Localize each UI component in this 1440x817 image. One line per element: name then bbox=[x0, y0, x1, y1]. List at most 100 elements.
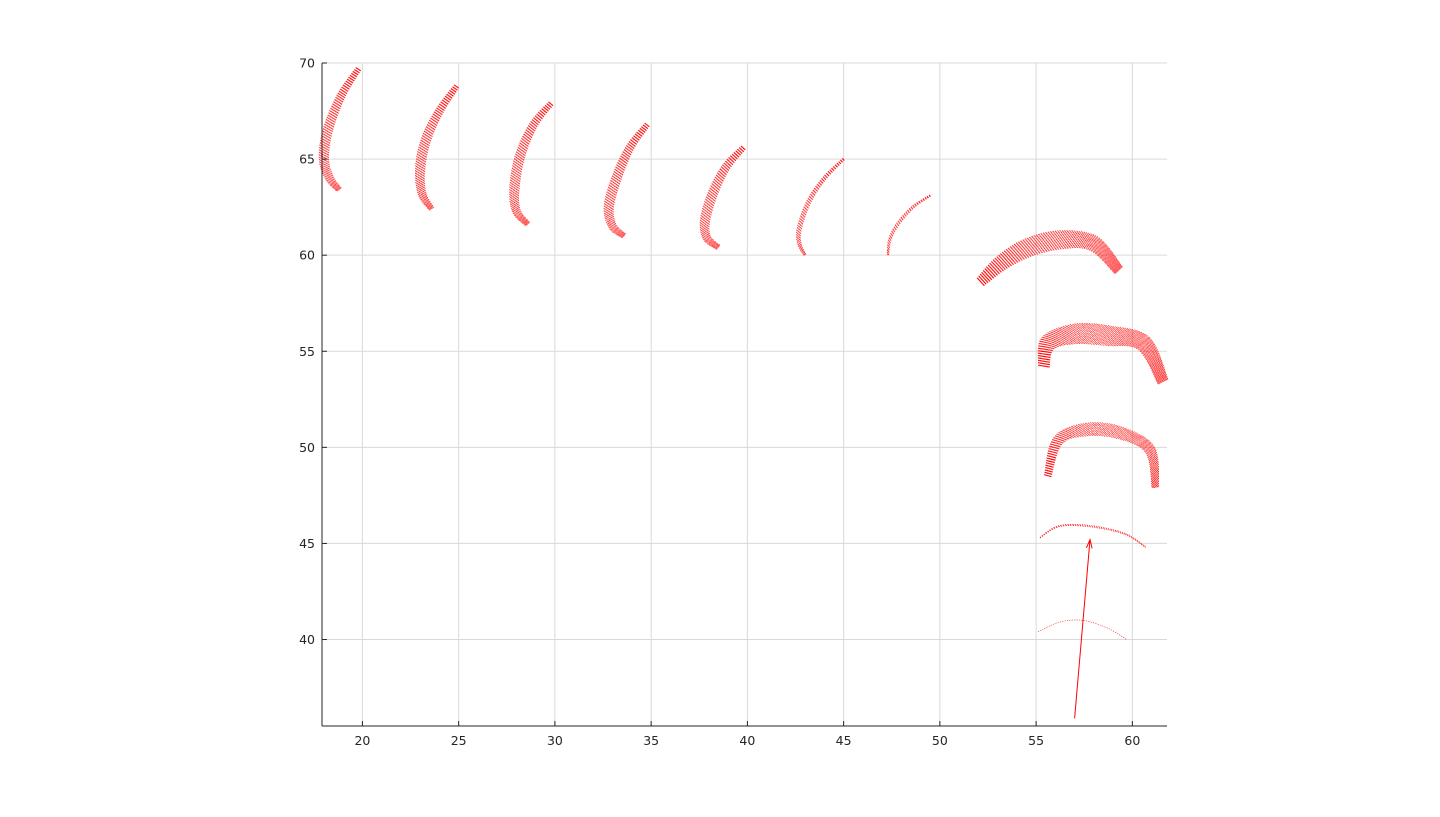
wavefront-ray bbox=[979, 238, 1120, 282]
wavefront-ray bbox=[1050, 434, 1153, 489]
wavefront-ray bbox=[515, 103, 553, 224]
y-tick-label: 50 bbox=[299, 440, 315, 455]
wavefront-ray bbox=[703, 146, 744, 249]
arrow-shaft bbox=[1074, 539, 1091, 719]
x-tick-label: 50 bbox=[932, 733, 948, 748]
wavefront-ray bbox=[983, 246, 1116, 286]
wavefront-ray bbox=[1041, 329, 1166, 382]
wavefront-ray bbox=[1046, 427, 1157, 488]
wavefront-ray bbox=[1044, 423, 1159, 488]
wavefront-ray bbox=[419, 85, 457, 210]
wavefront-10 bbox=[1044, 422, 1160, 489]
wavefront-ray bbox=[605, 123, 647, 238]
wavefront-ray bbox=[1044, 334, 1163, 383]
wavefront-ray bbox=[320, 67, 358, 192]
wavefront-ray bbox=[608, 124, 648, 237]
wavefront-ray bbox=[1040, 328, 1166, 381]
wavefront-ray bbox=[514, 103, 552, 225]
wavefront-ray bbox=[514, 103, 552, 225]
wavefront-ray bbox=[981, 241, 1119, 284]
wavefront-ray bbox=[1048, 431, 1155, 488]
y-tick-label: 40 bbox=[299, 632, 315, 647]
wavefront-ray bbox=[708, 149, 746, 246]
x-tick-label: 25 bbox=[451, 733, 467, 748]
wavefront-ray bbox=[978, 235, 1121, 281]
wavefront-ray bbox=[1047, 429, 1156, 488]
wavefront-ray bbox=[417, 85, 456, 210]
wavefront-ray bbox=[798, 158, 844, 256]
wavefront-ray bbox=[888, 196, 931, 256]
wavefront-ray bbox=[517, 104, 553, 224]
y-tick-label: 65 bbox=[299, 152, 315, 167]
wavefront-ray bbox=[1040, 327, 1167, 381]
wavefront-5 bbox=[699, 145, 746, 250]
wavefront-ray bbox=[796, 158, 843, 256]
arrow-head bbox=[1085, 538, 1093, 549]
wavefront-6 bbox=[796, 158, 845, 256]
x-tick-label: 55 bbox=[1028, 733, 1044, 748]
wavefront-ray bbox=[1044, 422, 1160, 488]
x-tick-label: 35 bbox=[643, 733, 659, 748]
wavefront-ray bbox=[418, 85, 457, 210]
x-tick-label: 60 bbox=[1124, 733, 1140, 748]
wavefront-ray bbox=[978, 234, 1122, 281]
wavefront-ray bbox=[1038, 324, 1168, 380]
wavefront-ray bbox=[1039, 326, 1167, 381]
wavefront-ray bbox=[1046, 426, 1158, 488]
wavefront-ray bbox=[327, 69, 361, 189]
wavefront-ray bbox=[1038, 323, 1169, 380]
wavefront-ray bbox=[1048, 341, 1160, 385]
wavefront-ray bbox=[1039, 326, 1167, 381]
wavefront-ray bbox=[609, 124, 649, 236]
wavefront-ray bbox=[1046, 338, 1161, 384]
wavefront-ray bbox=[415, 84, 456, 211]
wavefront-ray bbox=[1042, 332, 1164, 382]
wavefront-ray bbox=[800, 159, 845, 255]
wavefront-ray bbox=[1043, 332, 1164, 383]
wavefront-8 bbox=[976, 230, 1123, 287]
wavefront-ray bbox=[982, 244, 1117, 285]
wavefront-ray bbox=[701, 146, 743, 250]
wavefront-ray bbox=[1049, 343, 1159, 385]
wavefront-ray bbox=[518, 104, 554, 223]
wavefront-ray bbox=[415, 84, 455, 211]
wavefront-ray bbox=[700, 145, 743, 250]
wavefront-ray bbox=[328, 70, 362, 189]
wavefront-ray bbox=[706, 148, 745, 247]
wavefront-ray bbox=[1045, 424, 1158, 488]
wavefront-ray bbox=[981, 242, 1118, 284]
wavefront-ray bbox=[1040, 525, 1146, 548]
wavefront-series bbox=[318, 67, 1169, 640]
wavefront-ray bbox=[516, 104, 553, 224]
wavefront-ray bbox=[888, 195, 931, 256]
wavefront-ray bbox=[510, 101, 550, 227]
wavefront-ray bbox=[606, 123, 647, 237]
wavefront-ray bbox=[1042, 331, 1165, 382]
wavefront-ray bbox=[976, 230, 1123, 279]
wavefront-ray bbox=[511, 102, 551, 226]
x-tick-label: 20 bbox=[354, 733, 370, 748]
wavefront-ray bbox=[513, 103, 552, 225]
wavefront-ray bbox=[512, 102, 551, 226]
wavefront-ray bbox=[1048, 342, 1159, 385]
wavefront-ray bbox=[1037, 619, 1127, 640]
wavefront-ray bbox=[977, 232, 1122, 280]
wavefront-4 bbox=[603, 122, 650, 239]
wavefront-ray bbox=[1042, 330, 1165, 382]
wavefront-ray bbox=[1045, 425, 1158, 488]
wavefront-ray bbox=[1044, 423, 1159, 488]
wavefront-ray bbox=[1047, 429, 1156, 488]
wavefront-ray bbox=[706, 148, 745, 247]
wavefront-ray bbox=[1046, 338, 1161, 384]
wavefront-ray bbox=[699, 145, 742, 250]
wavefront-ray bbox=[886, 194, 930, 256]
x-tick-label: 30 bbox=[547, 733, 563, 748]
wavefront-ray bbox=[323, 68, 359, 191]
wavefront-ray bbox=[422, 86, 459, 209]
wavefront-ray bbox=[605, 123, 647, 238]
y-tick-label: 45 bbox=[299, 536, 315, 551]
wavefront-ray bbox=[982, 245, 1117, 286]
wavefront-ray bbox=[319, 67, 357, 192]
wavefront-ray bbox=[424, 87, 460, 208]
wavefront-ray bbox=[613, 125, 650, 235]
